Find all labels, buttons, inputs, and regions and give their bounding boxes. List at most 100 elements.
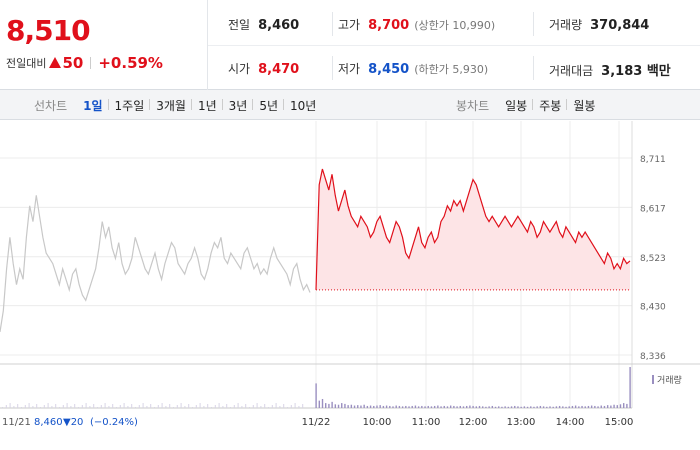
volume-bar xyxy=(603,405,606,408)
volume-bar xyxy=(331,401,333,408)
volume-bar xyxy=(328,403,330,408)
x-tick-label: 10:00 xyxy=(363,417,392,428)
volume-bar xyxy=(462,406,465,408)
prev-volume-bar xyxy=(302,404,304,408)
period-tab[interactable]: 1주일 xyxy=(107,97,151,114)
volume-bar xyxy=(581,405,583,408)
change-separator xyxy=(90,57,92,69)
volume-bar xyxy=(401,406,404,408)
volume-bar xyxy=(408,406,410,408)
prev-volume-bar xyxy=(9,403,11,408)
prev-volume-bar xyxy=(180,403,182,408)
volume-bar xyxy=(488,406,490,408)
prev-volume-bar xyxy=(233,405,235,408)
prev-volume-bar xyxy=(283,404,285,408)
prev-volume-bar xyxy=(249,407,250,408)
prev-volume-bar xyxy=(241,406,243,408)
prev-volume-bar xyxy=(256,403,258,408)
volume-bar xyxy=(558,405,561,408)
volume-bar xyxy=(325,403,327,408)
trade-amount: 거래대금 3,183 백만 xyxy=(549,60,671,79)
volume-bar xyxy=(382,405,385,408)
prev-volume-bar xyxy=(81,405,83,408)
period-tab[interactable]: 3년 xyxy=(221,97,254,114)
volume-bar xyxy=(357,405,359,408)
volume-bar xyxy=(571,405,574,408)
prev-volume-bar xyxy=(17,404,19,408)
line-chart-periods: 선차트 1일 1주일 3개월 1년 3년 5년 10년 xyxy=(34,90,322,120)
volume-bar xyxy=(584,406,586,408)
prev-volume-bar xyxy=(264,404,266,408)
prev-volume-bar xyxy=(176,405,178,408)
period-tab[interactable]: 3개월 xyxy=(149,97,192,114)
period-tab[interactable]: 1일 xyxy=(83,98,103,113)
volume-bar xyxy=(510,406,513,408)
prev-volume-bar xyxy=(184,406,186,408)
volume-bar xyxy=(469,405,471,408)
x-axis: 11/22 10:00 11:00 12:00 13:00 14:00 15:00 xyxy=(302,417,634,428)
prev-volume-bar xyxy=(13,406,15,408)
candle-chart-periods: 봉차트 일봉 주봉 월봉 xyxy=(456,90,601,120)
volume-bar xyxy=(385,405,388,408)
open-label: 시가 xyxy=(228,62,251,76)
prev-volume-bar xyxy=(78,407,79,408)
prev-volume-bar xyxy=(47,403,49,408)
volume-bar xyxy=(549,406,551,408)
today-area-fill xyxy=(316,169,630,290)
prev-volume-bar xyxy=(290,405,292,408)
volume-bar xyxy=(456,406,458,408)
high-value: 8,700 xyxy=(368,18,410,33)
volume-bar xyxy=(315,383,317,408)
prev-volume-bar xyxy=(24,405,26,408)
volume-bar xyxy=(446,406,449,408)
high-label: 고가 xyxy=(338,18,361,32)
prev-day-change-pct: (−0.24%) xyxy=(90,417,138,428)
x-tick-label: 14:00 xyxy=(556,417,585,428)
prev-volume-bar xyxy=(108,406,110,408)
upper-limit: (상한가 10,990) xyxy=(414,19,496,32)
prev-volume-bar xyxy=(195,405,197,408)
period-tab[interactable]: 5년 xyxy=(252,97,284,114)
current-price: 8,510 xyxy=(6,14,91,47)
period-tab[interactable]: 1년 xyxy=(190,97,223,114)
volume-bar xyxy=(475,406,478,408)
volume-bar xyxy=(562,406,564,408)
volume-bar xyxy=(619,404,622,408)
candle-tab[interactable]: 월봉 xyxy=(566,97,601,114)
volume-bar xyxy=(369,405,372,408)
x-tick-label: 13:00 xyxy=(507,417,536,428)
x-tick-label: 11:00 xyxy=(412,417,441,428)
volume-bar xyxy=(590,405,593,408)
prev-volume-bar xyxy=(104,403,106,408)
prev-volume-bar xyxy=(70,406,72,408)
prev-volume-bar xyxy=(131,404,133,408)
candle-tab[interactable]: 일봉 xyxy=(505,98,528,113)
volume-bar xyxy=(392,406,394,408)
volume-bar xyxy=(482,406,484,408)
prev-volume-bar xyxy=(279,406,281,408)
volume-bar xyxy=(539,405,542,408)
prev-volume-bar xyxy=(135,407,136,408)
prev-volume-bar xyxy=(271,405,273,408)
chart-toolbar: 선차트 1일 1주일 3개월 1년 3년 5년 10년 봉차트 일봉 주봉 월봉 xyxy=(0,90,700,120)
y-tick-label: 8,336 xyxy=(640,352,666,362)
volume-bar xyxy=(405,405,407,408)
volume-bar xyxy=(366,405,369,408)
candle-tab[interactable]: 주봉 xyxy=(532,97,567,114)
volume-bar xyxy=(472,405,474,408)
period-tab[interactable]: 10년 xyxy=(283,97,322,114)
price-box: 8,510 전일대비 50 +0.59% xyxy=(0,0,208,90)
prev-volume-bar xyxy=(93,404,95,408)
up-triangle-icon xyxy=(49,57,62,68)
divider xyxy=(332,12,333,36)
stock-header: 8,510 전일대비 50 +0.59% 전일 8,460 시가 8,470 고… xyxy=(0,0,700,90)
open-price: 시가 8,470 xyxy=(228,60,299,77)
prev-volume-bar xyxy=(112,404,114,408)
y-tick-label: 8,523 xyxy=(640,254,666,264)
prev-close: 전일 8,460 xyxy=(228,16,299,33)
prev-volume-bar xyxy=(150,404,152,408)
prev-day-line xyxy=(0,195,311,332)
divider xyxy=(332,56,333,80)
divider xyxy=(533,12,534,36)
volume-bar xyxy=(389,405,391,408)
